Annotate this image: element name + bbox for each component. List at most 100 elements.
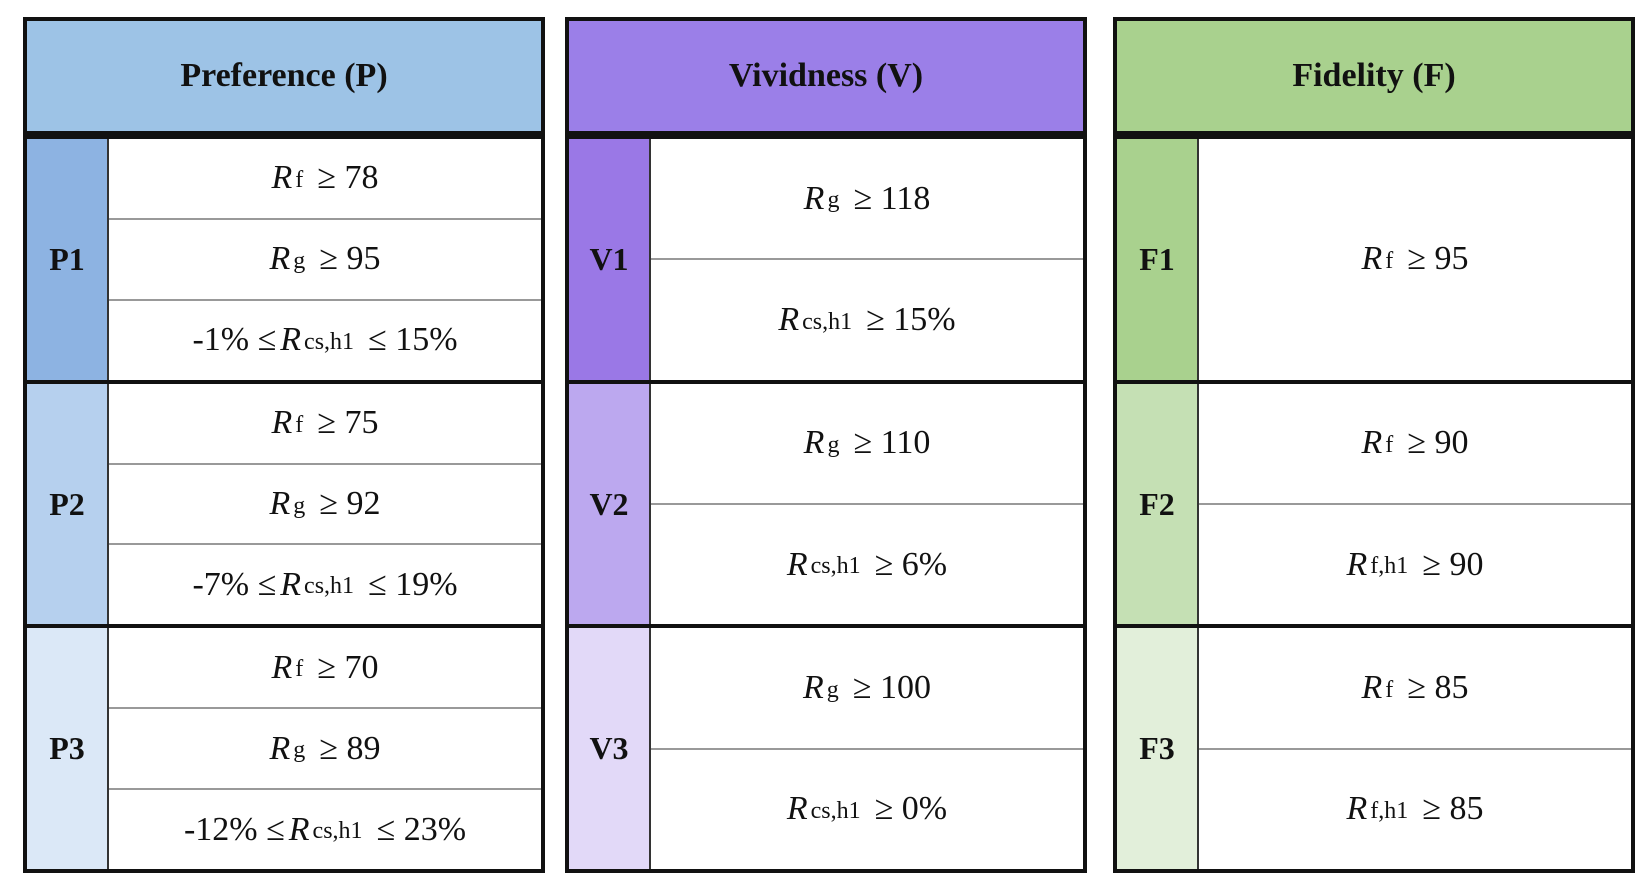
variable: R — [1361, 424, 1383, 462]
variable: R — [271, 159, 293, 197]
condition-bound: ≤ 15% — [368, 321, 458, 359]
variable: R — [288, 810, 310, 848]
subscript: f,h1 — [1370, 797, 1409, 824]
variable: R — [269, 240, 291, 278]
condition-bound: ≥ 75 — [317, 404, 379, 442]
variable: R — [803, 424, 825, 462]
condition-bound: ≥ 95 — [319, 240, 381, 278]
condition-bound: ≥ 92 — [319, 485, 381, 522]
subscript: g — [293, 247, 306, 274]
condition-bound: ≥ 0% — [874, 790, 948, 828]
subscript: f — [295, 656, 304, 683]
subscript: g — [293, 737, 306, 764]
group-label: V3 — [569, 628, 651, 870]
panel-title: Fidelity (F) — [1117, 21, 1631, 135]
panel-title: Vividness (V) — [569, 21, 1083, 135]
subscript: f — [1385, 247, 1394, 274]
group-label: P3 — [27, 628, 109, 870]
subscript: f — [1385, 676, 1394, 703]
condition-bound: ≥ 70 — [317, 648, 379, 686]
variable: R — [271, 404, 293, 442]
condition-bound: ≥ 89 — [319, 729, 381, 767]
variable: R — [803, 669, 824, 707]
subscript: cs,h1 — [802, 308, 853, 335]
group-label: F2 — [1117, 383, 1199, 625]
variable: R — [1346, 790, 1368, 828]
variable: R — [786, 545, 808, 583]
panel-title: Preference (P) — [27, 21, 541, 135]
condition-bound: ≥ 15% — [866, 301, 956, 339]
subscript: f — [295, 411, 304, 438]
condition-bound: ≥ 6% — [874, 545, 948, 583]
group-label: P2 — [27, 383, 109, 625]
subscript: f — [295, 166, 304, 193]
condition-bound: ≥ 78 — [317, 159, 379, 197]
group-label: V1 — [569, 139, 651, 380]
group-label: P1 — [27, 139, 109, 380]
variable: R — [1361, 669, 1383, 707]
variable: R — [1346, 545, 1368, 583]
condition-prefix: -12% ≤ — [183, 810, 285, 848]
subscript: g — [827, 187, 840, 214]
variable: R — [269, 729, 291, 767]
variable: R — [280, 565, 302, 603]
variable: R — [280, 321, 302, 359]
subscript: cs,h1 — [810, 797, 861, 824]
condition-bound: ≥ 90 — [1407, 424, 1469, 462]
variable: R — [803, 179, 825, 217]
variable: R — [271, 648, 293, 686]
subscript: f — [1385, 431, 1394, 458]
condition-bound: ≥ 85 — [1422, 790, 1484, 828]
condition-bound: ≥ 110 — [853, 424, 931, 462]
subscript: cs,h1 — [810, 553, 861, 580]
group-label: F1 — [1117, 139, 1199, 380]
condition-bound: ≤ 23% — [376, 810, 467, 848]
subscript: g — [293, 492, 306, 519]
condition-prefix: -1% ≤ — [192, 321, 277, 359]
condition-bound: ≥ 100 — [852, 669, 931, 707]
subscript: f,h1 — [1370, 553, 1409, 580]
condition-bound: ≥ 118 — [853, 179, 931, 217]
condition-prefix: -7% ≤ — [192, 565, 277, 603]
group-label: V2 — [569, 383, 651, 625]
condition-bound: ≤ 19% — [368, 565, 458, 603]
condition-bound: ≥ 85 — [1407, 669, 1469, 707]
subscript: cs,h1 — [312, 818, 363, 845]
subscript: g — [827, 431, 840, 458]
